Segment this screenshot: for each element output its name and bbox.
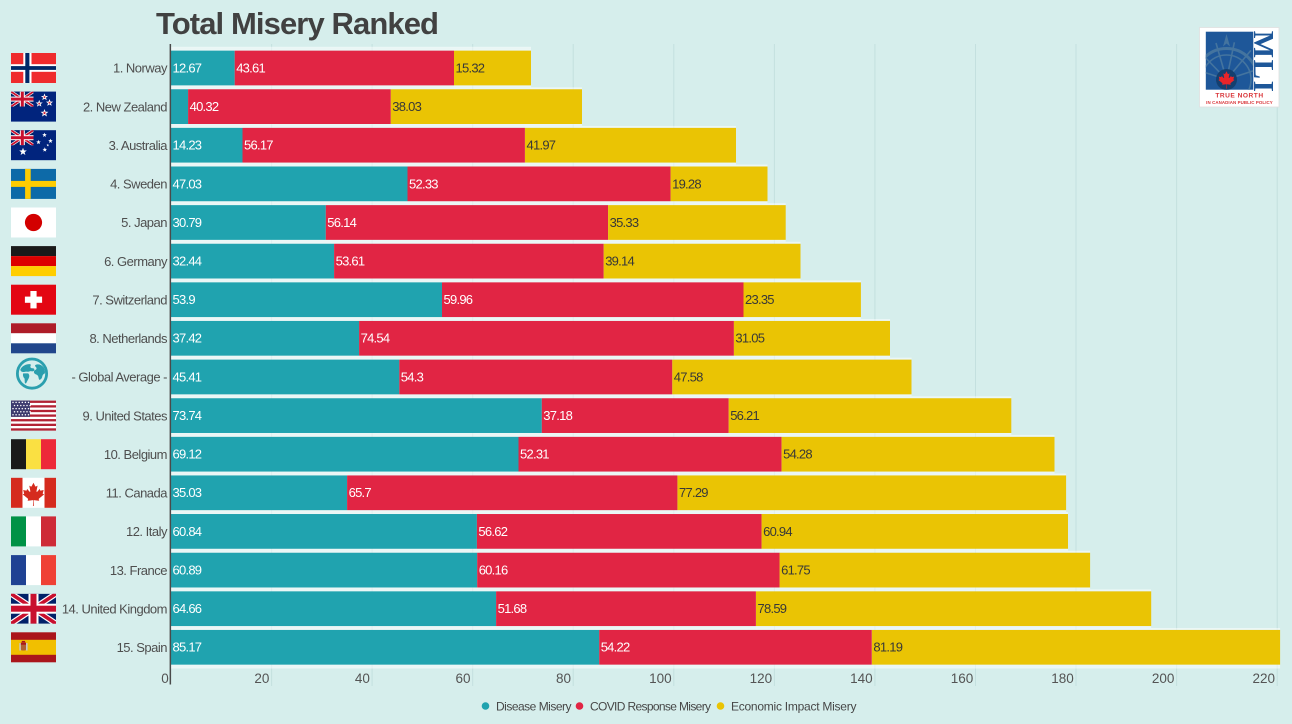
svg-text:56.14: 56.14 bbox=[327, 215, 356, 230]
svg-text:37.42: 37.42 bbox=[173, 331, 202, 346]
svg-text:5. Japan: 5. Japan bbox=[121, 215, 167, 230]
svg-text:52.33: 52.33 bbox=[409, 176, 438, 191]
svg-text:81.19: 81.19 bbox=[873, 640, 902, 655]
svg-text:100: 100 bbox=[649, 671, 672, 686]
svg-text:15.32: 15.32 bbox=[456, 60, 485, 75]
svg-text:0: 0 bbox=[161, 671, 169, 686]
svg-text:160: 160 bbox=[951, 671, 974, 686]
svg-text:TRUE NORTH: TRUE NORTH bbox=[1215, 93, 1263, 100]
svg-text:4. Sweden: 4. Sweden bbox=[110, 177, 167, 192]
svg-text:15. Spain: 15. Spain bbox=[117, 640, 168, 655]
svg-text:220: 220 bbox=[1252, 671, 1275, 686]
svg-text:30.79: 30.79 bbox=[173, 215, 202, 230]
svg-text:37.18: 37.18 bbox=[543, 408, 572, 423]
svg-text:12.67: 12.67 bbox=[173, 60, 202, 75]
svg-text:MLI: MLI bbox=[1247, 31, 1279, 94]
svg-text:40.32: 40.32 bbox=[190, 99, 219, 114]
svg-text:54.3: 54.3 bbox=[401, 369, 424, 384]
svg-text:31.05: 31.05 bbox=[735, 331, 764, 346]
svg-text:64.66: 64.66 bbox=[173, 601, 202, 616]
svg-text:45.41: 45.41 bbox=[173, 369, 202, 384]
svg-text:80: 80 bbox=[556, 671, 571, 686]
svg-text:12. Italy: 12. Italy bbox=[126, 524, 168, 539]
svg-text:10. Belgium: 10. Belgium bbox=[104, 447, 167, 462]
svg-text:35.03: 35.03 bbox=[173, 485, 202, 500]
svg-text:60.94: 60.94 bbox=[763, 524, 792, 539]
svg-text:40: 40 bbox=[355, 671, 370, 686]
svg-text:53.9: 53.9 bbox=[173, 292, 196, 307]
svg-text:56.62: 56.62 bbox=[478, 524, 507, 539]
svg-text:- Global Average -: - Global Average - bbox=[71, 370, 167, 385]
svg-text:IN CANADIAN PUBLIC POLICY: IN CANADIAN PUBLIC POLICY bbox=[1206, 100, 1273, 105]
svg-text:59.96: 59.96 bbox=[444, 292, 473, 307]
svg-text:1. Norway: 1. Norway bbox=[113, 61, 168, 76]
svg-text:180: 180 bbox=[1051, 671, 1074, 686]
svg-text:13. France: 13. France bbox=[110, 563, 167, 578]
svg-text:35.33: 35.33 bbox=[610, 215, 639, 230]
svg-text:Total Misery Ranked: Total Misery Ranked bbox=[156, 6, 438, 41]
svg-text:77.29: 77.29 bbox=[679, 485, 708, 500]
svg-text:3. Australia: 3. Australia bbox=[109, 138, 169, 153]
svg-text:39.14: 39.14 bbox=[605, 254, 634, 269]
svg-text:85.17: 85.17 bbox=[173, 640, 202, 655]
svg-text:Economic Impact Misery: Economic Impact Misery bbox=[731, 700, 856, 714]
svg-text:60.16: 60.16 bbox=[479, 563, 508, 578]
svg-text:43.61: 43.61 bbox=[236, 60, 265, 75]
svg-text:38.03: 38.03 bbox=[392, 99, 421, 114]
svg-text:6. Germany: 6. Germany bbox=[104, 254, 168, 269]
svg-text:20: 20 bbox=[254, 671, 269, 686]
svg-text:200: 200 bbox=[1152, 671, 1175, 686]
svg-text:23.35: 23.35 bbox=[745, 292, 774, 307]
svg-text:69.12: 69.12 bbox=[173, 447, 202, 462]
svg-text:Disease Misery: Disease Misery bbox=[496, 700, 572, 714]
svg-text:56.17: 56.17 bbox=[244, 138, 273, 153]
svg-text:8. Netherlands: 8. Netherlands bbox=[89, 331, 168, 346]
svg-text:60.89: 60.89 bbox=[173, 563, 202, 578]
svg-text:52.31: 52.31 bbox=[520, 447, 549, 462]
svg-text:53.61: 53.61 bbox=[336, 254, 365, 269]
svg-text:120: 120 bbox=[750, 671, 773, 686]
svg-text:14.23: 14.23 bbox=[173, 138, 202, 153]
svg-text:60.84: 60.84 bbox=[173, 524, 202, 539]
svg-text:51.68: 51.68 bbox=[498, 601, 527, 616]
svg-text:65.7: 65.7 bbox=[349, 485, 372, 500]
svg-text:32.44: 32.44 bbox=[173, 254, 202, 269]
svg-text:47.58: 47.58 bbox=[674, 369, 703, 384]
svg-text:74.54: 74.54 bbox=[361, 331, 390, 346]
svg-text:19.28: 19.28 bbox=[672, 176, 701, 191]
svg-text:11. Canada: 11. Canada bbox=[106, 486, 169, 501]
svg-text:COVID Response Misery: COVID Response Misery bbox=[590, 700, 711, 714]
svg-text:9. United States: 9. United States bbox=[83, 408, 168, 423]
svg-text:41.97: 41.97 bbox=[527, 138, 556, 153]
svg-text:60: 60 bbox=[455, 671, 470, 686]
svg-text:61.75: 61.75 bbox=[781, 563, 810, 578]
svg-text:54.22: 54.22 bbox=[601, 640, 630, 655]
svg-text:56.21: 56.21 bbox=[730, 408, 759, 423]
svg-text:2. New Zealand: 2. New Zealand bbox=[83, 99, 167, 114]
svg-text:140: 140 bbox=[850, 671, 873, 686]
svg-text:73.74: 73.74 bbox=[173, 408, 202, 423]
svg-text:54.28: 54.28 bbox=[783, 447, 812, 462]
svg-text:14. United Kingdom: 14. United Kingdom bbox=[62, 601, 167, 616]
svg-text:7. Switzerland: 7. Switzerland bbox=[92, 292, 167, 307]
svg-text:78.59: 78.59 bbox=[758, 601, 787, 616]
svg-text:47.03: 47.03 bbox=[173, 176, 202, 191]
